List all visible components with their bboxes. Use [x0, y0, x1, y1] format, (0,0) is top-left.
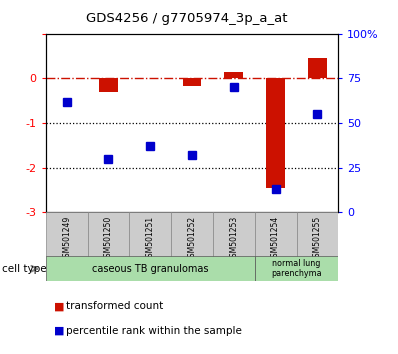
Text: GSM501251: GSM501251 [146, 216, 155, 262]
Bar [255, 212, 297, 257]
Text: transformed count: transformed count [66, 301, 163, 311]
Text: GSM501250: GSM501250 [104, 216, 113, 262]
Bar [46, 212, 88, 257]
Text: ■: ■ [54, 301, 64, 311]
Bar [99, 78, 118, 92]
Bar [88, 212, 129, 257]
Text: GSM501253: GSM501253 [229, 216, 238, 262]
Text: ■: ■ [54, 326, 64, 336]
Bar [297, 212, 338, 257]
Text: GSM501255: GSM501255 [313, 216, 322, 262]
Text: GSM501252: GSM501252 [187, 216, 197, 262]
Text: GDS4256 / g7705974_3p_a_at: GDS4256 / g7705974_3p_a_at [86, 12, 288, 25]
Text: cell type: cell type [2, 264, 47, 274]
Text: caseous TB granulomas: caseous TB granulomas [92, 264, 209, 274]
Bar [129, 212, 171, 257]
Bar [224, 72, 243, 78]
Bar [213, 212, 255, 257]
Text: GSM501249: GSM501249 [62, 216, 71, 262]
Text: normal lung
parenchyma: normal lung parenchyma [271, 259, 322, 278]
Bar [255, 256, 338, 281]
Bar [46, 256, 255, 281]
Bar [183, 78, 201, 86]
Bar [171, 212, 213, 257]
Bar [308, 58, 327, 78]
Text: percentile rank within the sample: percentile rank within the sample [66, 326, 242, 336]
Bar [266, 78, 285, 188]
Text: GSM501254: GSM501254 [271, 216, 280, 262]
